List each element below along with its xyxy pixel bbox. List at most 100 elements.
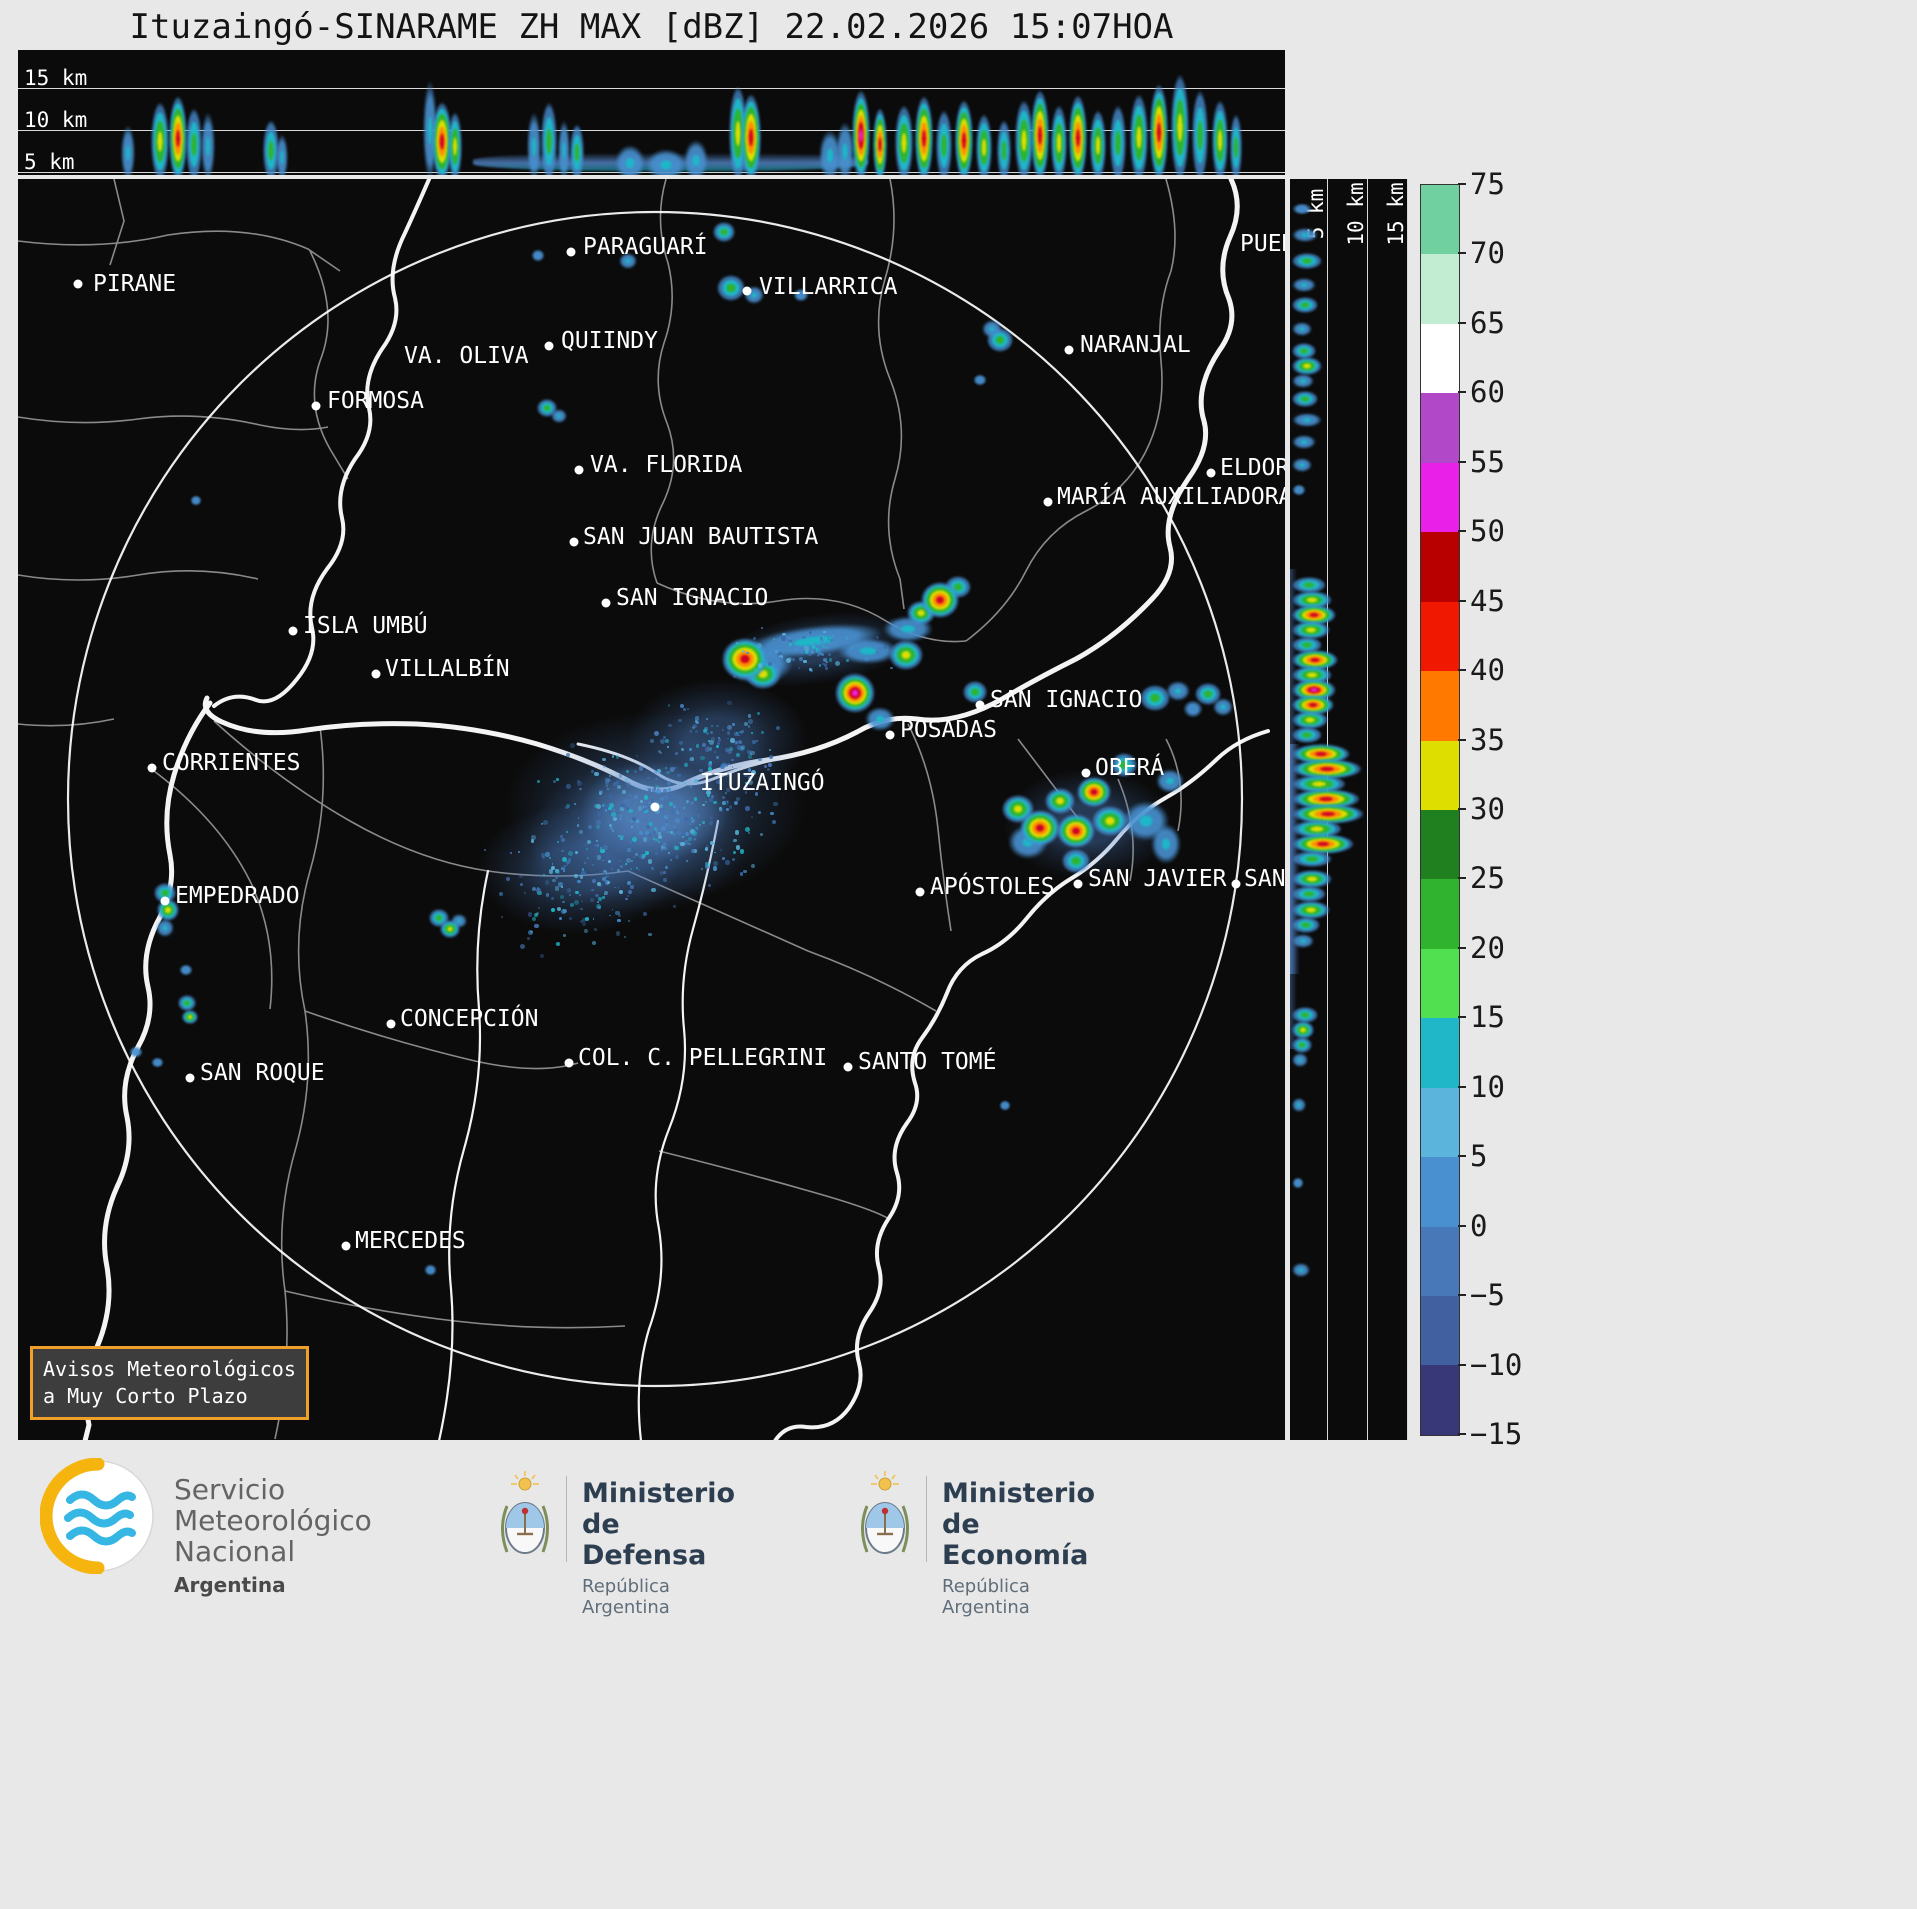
clutter-speckle <box>629 841 633 844</box>
clutter-speckle <box>809 668 813 672</box>
clutter-speckle <box>757 663 763 668</box>
clutter-speckle <box>726 731 730 735</box>
colorbar-tickmark <box>1458 1016 1466 1019</box>
profile-echo-row <box>1292 1177 1304 1189</box>
clutter-speckle <box>641 855 645 859</box>
clutter-speckle <box>621 790 626 795</box>
clutter-speckle <box>747 754 753 760</box>
clutter-speckle <box>668 780 671 783</box>
clutter-speckle <box>685 797 688 800</box>
clutter-speckle <box>619 889 624 894</box>
clutter-speckle <box>599 846 602 849</box>
clutter-speckle <box>735 641 738 644</box>
clutter-speckle <box>718 807 723 811</box>
clutter-speckle <box>720 764 726 769</box>
clutter-speckle <box>689 833 692 836</box>
clutter-speckle <box>704 862 710 867</box>
clutter-speckle <box>655 784 659 789</box>
clutter-speckle <box>688 757 693 762</box>
admin-border-line <box>284 1290 626 1329</box>
clutter-speckle <box>540 953 544 958</box>
clutter-speckle <box>636 827 639 830</box>
profile-echo-row <box>1292 695 1334 715</box>
clutter-speckle <box>811 651 814 655</box>
river-line <box>637 819 720 1440</box>
clutter-speckle <box>686 799 689 803</box>
profile-echo-column <box>201 112 215 175</box>
clutter-speckle <box>803 659 807 664</box>
clutter-speckle <box>669 795 672 798</box>
clutter-speckle <box>718 808 723 813</box>
clutter-speckle <box>649 821 654 827</box>
profile-echo-row <box>1292 1021 1314 1039</box>
clutter-speckle <box>706 718 708 720</box>
admin-border-line <box>627 870 937 1012</box>
clutter-speckle <box>709 761 713 765</box>
admin-border-line <box>18 415 329 431</box>
clutter-speckle <box>711 724 714 727</box>
clutter-speckle <box>536 888 541 893</box>
clutter-speckle <box>616 843 622 849</box>
clutter-speckle <box>727 700 732 705</box>
profile-echo-column <box>955 100 973 175</box>
clutter-speckle <box>628 808 633 814</box>
clutter-speckle <box>592 918 595 920</box>
echo-cell <box>1195 683 1221 705</box>
clutter-speckle <box>570 743 575 748</box>
clutter-speckle <box>595 804 601 810</box>
clutter-speckle <box>623 830 627 834</box>
clutter-speckle <box>800 651 803 654</box>
clutter-speckle <box>743 869 747 873</box>
clutter-speckle <box>615 779 620 784</box>
clutter-speckle <box>679 811 684 816</box>
colorbar-segment <box>1421 1365 1459 1435</box>
warning-line-1: Avisos Meteorológicos <box>43 1357 296 1381</box>
admin-border-line <box>18 570 259 581</box>
city-dot <box>288 626 298 636</box>
profile-echo-row <box>1292 834 1354 854</box>
clutter-speckle <box>635 866 639 870</box>
clutter-speckle <box>810 649 814 653</box>
clutter-speckle <box>707 762 713 767</box>
clutter-speckle <box>750 750 756 756</box>
clutter-speckle <box>722 728 725 732</box>
clutter-speckle <box>611 908 614 911</box>
clutter-speckle <box>664 738 669 743</box>
city-label: OBERÁ <box>1095 753 1164 781</box>
clutter-speckle <box>558 916 563 921</box>
clutter-speckle <box>695 743 700 748</box>
echo-cell <box>1111 753 1137 777</box>
clutter-speckle <box>681 747 685 751</box>
clutter-speckle <box>630 843 635 848</box>
profile-echo-column <box>852 90 870 175</box>
clutter-speckle <box>801 643 804 645</box>
clutter-speckle <box>743 784 749 790</box>
clutter-speckle <box>692 725 696 730</box>
clutter-speckle <box>587 824 592 829</box>
profile-echo-column <box>646 149 686 175</box>
profile-echo-row <box>1292 820 1342 838</box>
clutter-speckle <box>727 748 733 754</box>
echo-cell <box>531 248 545 262</box>
clutter-speckle <box>733 838 737 843</box>
clutter-speckle <box>826 647 829 650</box>
clutter-speckle <box>746 651 749 654</box>
clutter-speckle <box>679 741 684 746</box>
clutter-speckle <box>618 834 621 838</box>
clutter-speckle <box>667 851 670 855</box>
profile-echo-row <box>1292 435 1316 449</box>
clutter-speckle <box>527 912 533 917</box>
clutter-speckle <box>662 842 667 848</box>
economia-line-2: de Economía <box>942 1509 1089 1571</box>
city-dot <box>185 1073 195 1083</box>
clutter-speckle <box>560 909 566 914</box>
echo-cell <box>717 275 745 301</box>
clutter-speckle <box>604 890 609 896</box>
altitude-label-15km: 15 km <box>24 66 88 90</box>
admin-border-line <box>1017 738 1081 822</box>
clutter-speckle <box>567 857 572 862</box>
clutter-speckle <box>747 714 752 718</box>
clutter-speckle <box>747 832 751 835</box>
clutter-speckle <box>735 797 740 802</box>
clutter-speckle <box>551 896 555 901</box>
